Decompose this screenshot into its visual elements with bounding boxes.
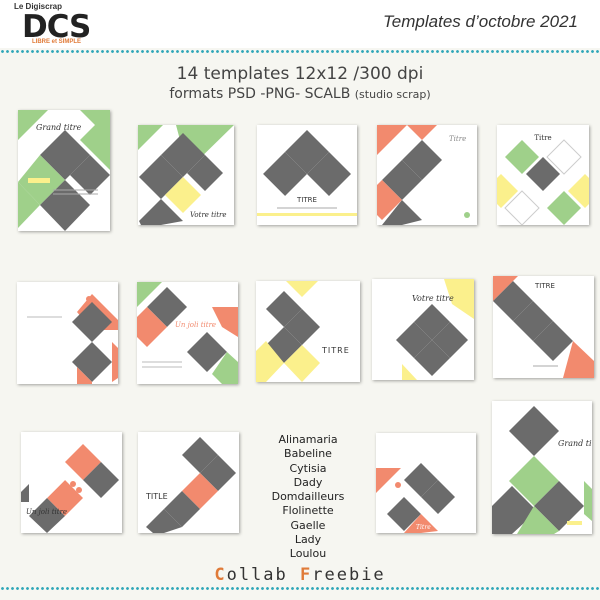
template-title-text: TITRE: [321, 346, 350, 355]
template-thumbnail-9: Votre titre: [372, 279, 474, 380]
footer-text: ollab: [226, 565, 300, 585]
template-thumbnail-7: Un joli titre: [137, 282, 238, 384]
template-title-text: Votre titre: [412, 294, 454, 303]
template-title-text: Grand titre: [558, 439, 592, 448]
contributor-name: Alinamaria: [278, 433, 338, 446]
logo-text: DCS: [22, 9, 91, 45]
template-title-text: Titre: [449, 135, 466, 143]
template-thumbnail-11: Un joli titre: [21, 432, 122, 533]
template-thumbnail-3: TITRE: [257, 125, 357, 225]
templates-info: 14 templates 12x12 /300 dpi: [176, 64, 424, 84]
template-title-text: Titre: [416, 524, 431, 531]
template-title-text: TITRE: [534, 282, 555, 290]
collab-freebie-footer: Collab Freebie: [0, 565, 600, 585]
formats-info: formats PSD -PNG- SCALB (studio scrap): [0, 86, 600, 102]
template-title-text: Un joli titre: [175, 321, 216, 329]
template-title-text: Titre: [534, 134, 551, 142]
logo-small-text: Le Digiscrap: [14, 2, 63, 11]
header: Le Digiscrap DCS LIBRE et SIMPLE Templat…: [0, 0, 600, 48]
template-thumbnail-1: Grand titre: [18, 110, 110, 231]
contributor-name: Babeline: [284, 447, 332, 461]
template-title-text: Votre titre: [190, 211, 227, 219]
template-thumbnail-6: [17, 282, 118, 384]
template-thumbnail-13: Titre: [376, 433, 476, 533]
footer-text: reebie: [312, 565, 386, 585]
contributor-name: Lady: [294, 533, 322, 547]
template-title-text: Grand titre: [36, 123, 82, 132]
contributor-name: Domdailleurs: [271, 490, 345, 504]
template-thumbnail-4: Titre: [377, 125, 477, 225]
footer-letter: F: [300, 565, 313, 585]
template-thumbnail-12: TITLE: [138, 432, 239, 533]
logo-tagline: LIBRE et SIMPLE: [32, 39, 82, 45]
template-thumbnail-10: TITRE: [493, 276, 594, 378]
contributor-name: Loulou: [289, 547, 327, 561]
template-thumbnail-8: TITRE: [256, 281, 360, 382]
formats-text: formats PSD -PNG- SCALB: [169, 86, 351, 102]
contributor-name: Flolinette: [282, 504, 334, 518]
footer-letter: C: [214, 565, 227, 585]
template-title-text: TITRE: [296, 196, 317, 204]
dotted-divider-top: [0, 49, 600, 54]
dcs-logo: Le Digiscrap DCS LIBRE et SIMPLE: [10, 2, 106, 46]
dotted-divider-bottom: [0, 586, 600, 591]
formats-note: (studio scrap): [354, 88, 431, 101]
page-title: Templates d’octobre 2021: [382, 12, 578, 31]
contributor-name: Cytisia: [289, 461, 327, 475]
template-title-text: Un joli titre: [26, 508, 67, 516]
contributor-name: Dady: [293, 475, 323, 489]
contributor-name: Gaelle: [290, 518, 326, 532]
template-thumbnail-5: Titre: [497, 125, 589, 225]
template-thumbnail-2: Votre titre: [138, 125, 234, 225]
template-thumbnail-14: Grand titre: [492, 401, 592, 534]
template-title-text: TITLE: [145, 492, 168, 501]
contributors-list: Alinamaria Babeline Cytisia Dady Domdail…: [258, 433, 358, 562]
